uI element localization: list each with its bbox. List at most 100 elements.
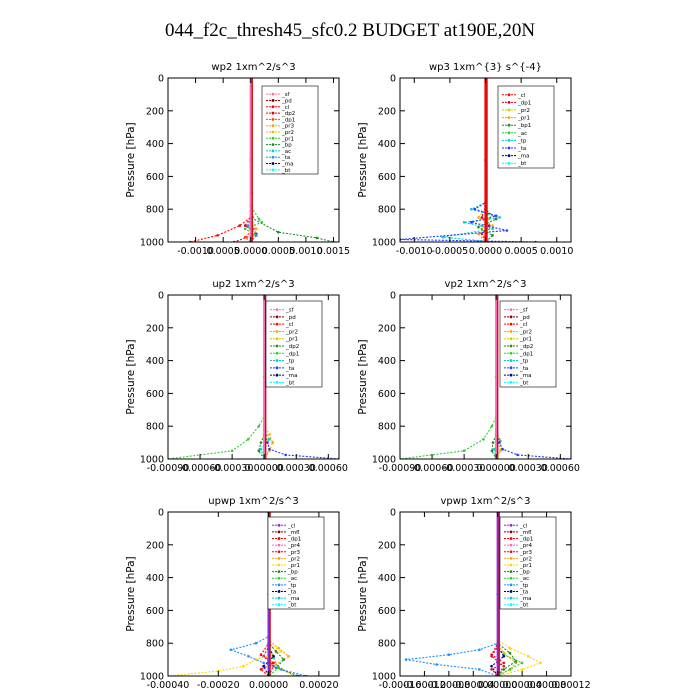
data-point [257,424,261,428]
y-tick-label: 1000 [372,238,396,249]
legend-marker [507,101,511,104]
legend-marker [509,373,513,377]
y-tick-label: 600 [378,389,396,400]
data-point [502,655,506,658]
data-point [490,655,493,658]
legend-marker [509,523,513,527]
data-point [246,224,250,227]
legend-label: _pr3 [519,550,533,556]
plot-panel: upwp 1xm^2/s^3 Pressure [hPa] 0 200 400 600 80… [125,496,340,691]
legend-label: _tp [285,359,295,365]
legend-label: _mfl [519,530,532,536]
legend-label: _bp [519,570,530,576]
x-tick-label: 0.00060 [541,463,580,474]
legend-label: _pr1 [519,563,532,569]
data-point [516,453,519,457]
legend-label: _ma [519,596,531,602]
data-point [268,438,271,441]
legend-marker [507,161,511,165]
y-tick-label: 200 [378,106,396,117]
x-tick-label: -0.00090 [379,463,422,474]
data-point [257,217,261,221]
legend-marker [271,130,275,134]
legend-label: _tp [517,138,527,144]
legend-label: _pr1 [519,337,532,343]
legend-label: _cl [281,105,290,111]
legend-label: _ta [519,366,528,372]
data-point [492,447,496,451]
data-point [243,224,247,227]
legend-marker [275,315,279,319]
x-tick-label: -0.00030 [211,463,254,474]
legend-label: _bt [285,380,295,386]
plot-panel: wp3 1xm^{3} s^{-4} Pressure [hPa] 0 200 400 6… [357,62,573,257]
y-tick-label: 1000 [372,455,396,466]
data-point [490,668,493,671]
legend-label: _pr1 [281,136,294,142]
data-point [480,216,484,219]
data-point [254,227,258,231]
panel-title: wp3 1xm^{3} s^{-4} [429,62,542,73]
legend-label: _pr2 [517,108,530,114]
data-point [268,447,271,451]
y-tick-label: 400 [378,573,396,584]
x-tick-label: 0.00008 [527,680,566,691]
series-group [168,295,339,459]
data-point [272,661,275,665]
legend-label: _ma [519,373,531,379]
legend-label: _ma [281,162,293,168]
series-line [168,512,283,676]
panel-title: vp2 1xm^2/s^3 [445,279,527,290]
data-point [494,214,498,218]
series-line [168,295,265,459]
legend-marker [509,596,513,600]
series-line [490,512,505,676]
y-tick-label: 200 [146,323,164,334]
data-point [520,668,524,671]
x-tick-label: 0.00012 [551,680,590,691]
legend-label: _pr2 [285,329,298,335]
legend-label: _pr2 [281,130,294,136]
y-axis-label: Pressure [hPa] [125,122,137,197]
data-point [282,658,286,661]
data-point [230,449,234,453]
y-axis-label: Pressure [hPa] [357,122,369,197]
data-point [262,664,265,668]
x-tick-label: -0.00004 [452,680,495,691]
data-point [491,224,494,227]
legend-marker [271,111,275,115]
data-point [527,655,530,658]
legend-marker [509,322,513,326]
legend-marker [277,570,281,574]
legend-marker [509,359,513,362]
data-point [490,449,494,453]
legend-label: _cl [285,322,294,328]
y-tick-label: 800 [146,639,164,650]
legend-label: _sf [281,92,291,98]
x-tick-label: -0.00008 [427,680,470,691]
data-point [279,668,283,671]
legend-label: _ma [287,596,299,602]
legend-label: _bp [281,143,292,149]
y-tick-label: 1000 [140,455,164,466]
legend-label: _cl [519,523,528,529]
legend-label: _ta [287,589,296,595]
legend-marker [275,337,279,341]
x-tick-label: 0.00020 [299,680,338,691]
legend-marker [275,330,279,333]
legend-label: _pd [519,315,530,321]
x-tick-label: 0.00060 [309,463,348,474]
x-tick-label: 0.00004 [502,680,541,691]
legend-marker [277,576,281,580]
data-point [490,664,493,668]
legend-marker [277,596,281,600]
legend-marker [277,563,281,567]
legend-label: _cl [519,322,528,328]
data-point [254,641,258,645]
legend-marker [509,543,513,547]
legend-marker [271,136,275,140]
data-point [491,441,495,444]
data-point [229,648,233,652]
series-group [400,78,537,242]
legend-marker [277,543,281,547]
